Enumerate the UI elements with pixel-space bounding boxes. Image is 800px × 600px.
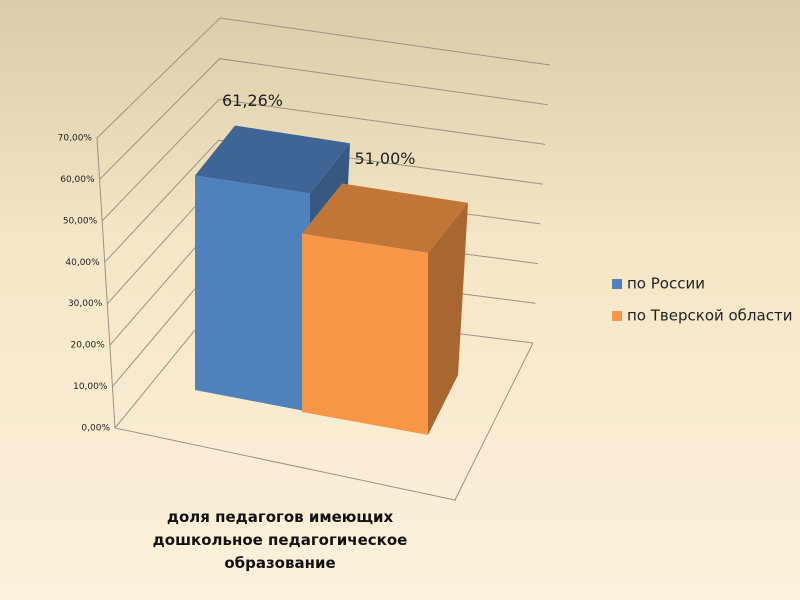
grid-line	[99, 58, 548, 180]
category-label: доля педагогов имеющих дошкольное педаго…	[152, 508, 408, 572]
y-tick-label: 10,00%	[73, 382, 108, 392]
bar	[195, 175, 310, 412]
bar-top	[302, 183, 468, 253]
value-label: 51,00%	[354, 149, 415, 168]
legend-label: по России	[627, 275, 705, 293]
y-tick-label: 0,00%	[81, 424, 110, 434]
bar-side	[428, 202, 468, 435]
legend-swatch	[612, 311, 622, 321]
y-tick-label: 70,00%	[58, 134, 93, 144]
legend-swatch	[612, 279, 622, 289]
bar	[302, 233, 428, 435]
grid-line	[104, 139, 543, 263]
value-label: 61,26%	[222, 91, 283, 110]
y-tick-label: 40,00%	[65, 258, 100, 268]
grid-line	[101, 98, 546, 222]
grid-line	[96, 17, 551, 139]
y-tick-label: 20,00%	[71, 341, 106, 351]
y-tick-label: 60,00%	[60, 175, 95, 185]
floor-edge	[114, 342, 534, 501]
y-tick-label: 30,00%	[68, 299, 103, 309]
y-axis	[96, 137, 116, 429]
y-tick-label: 50,00%	[63, 216, 98, 226]
bar-top	[195, 125, 350, 194]
legend-label: по Тверской области	[627, 307, 792, 325]
